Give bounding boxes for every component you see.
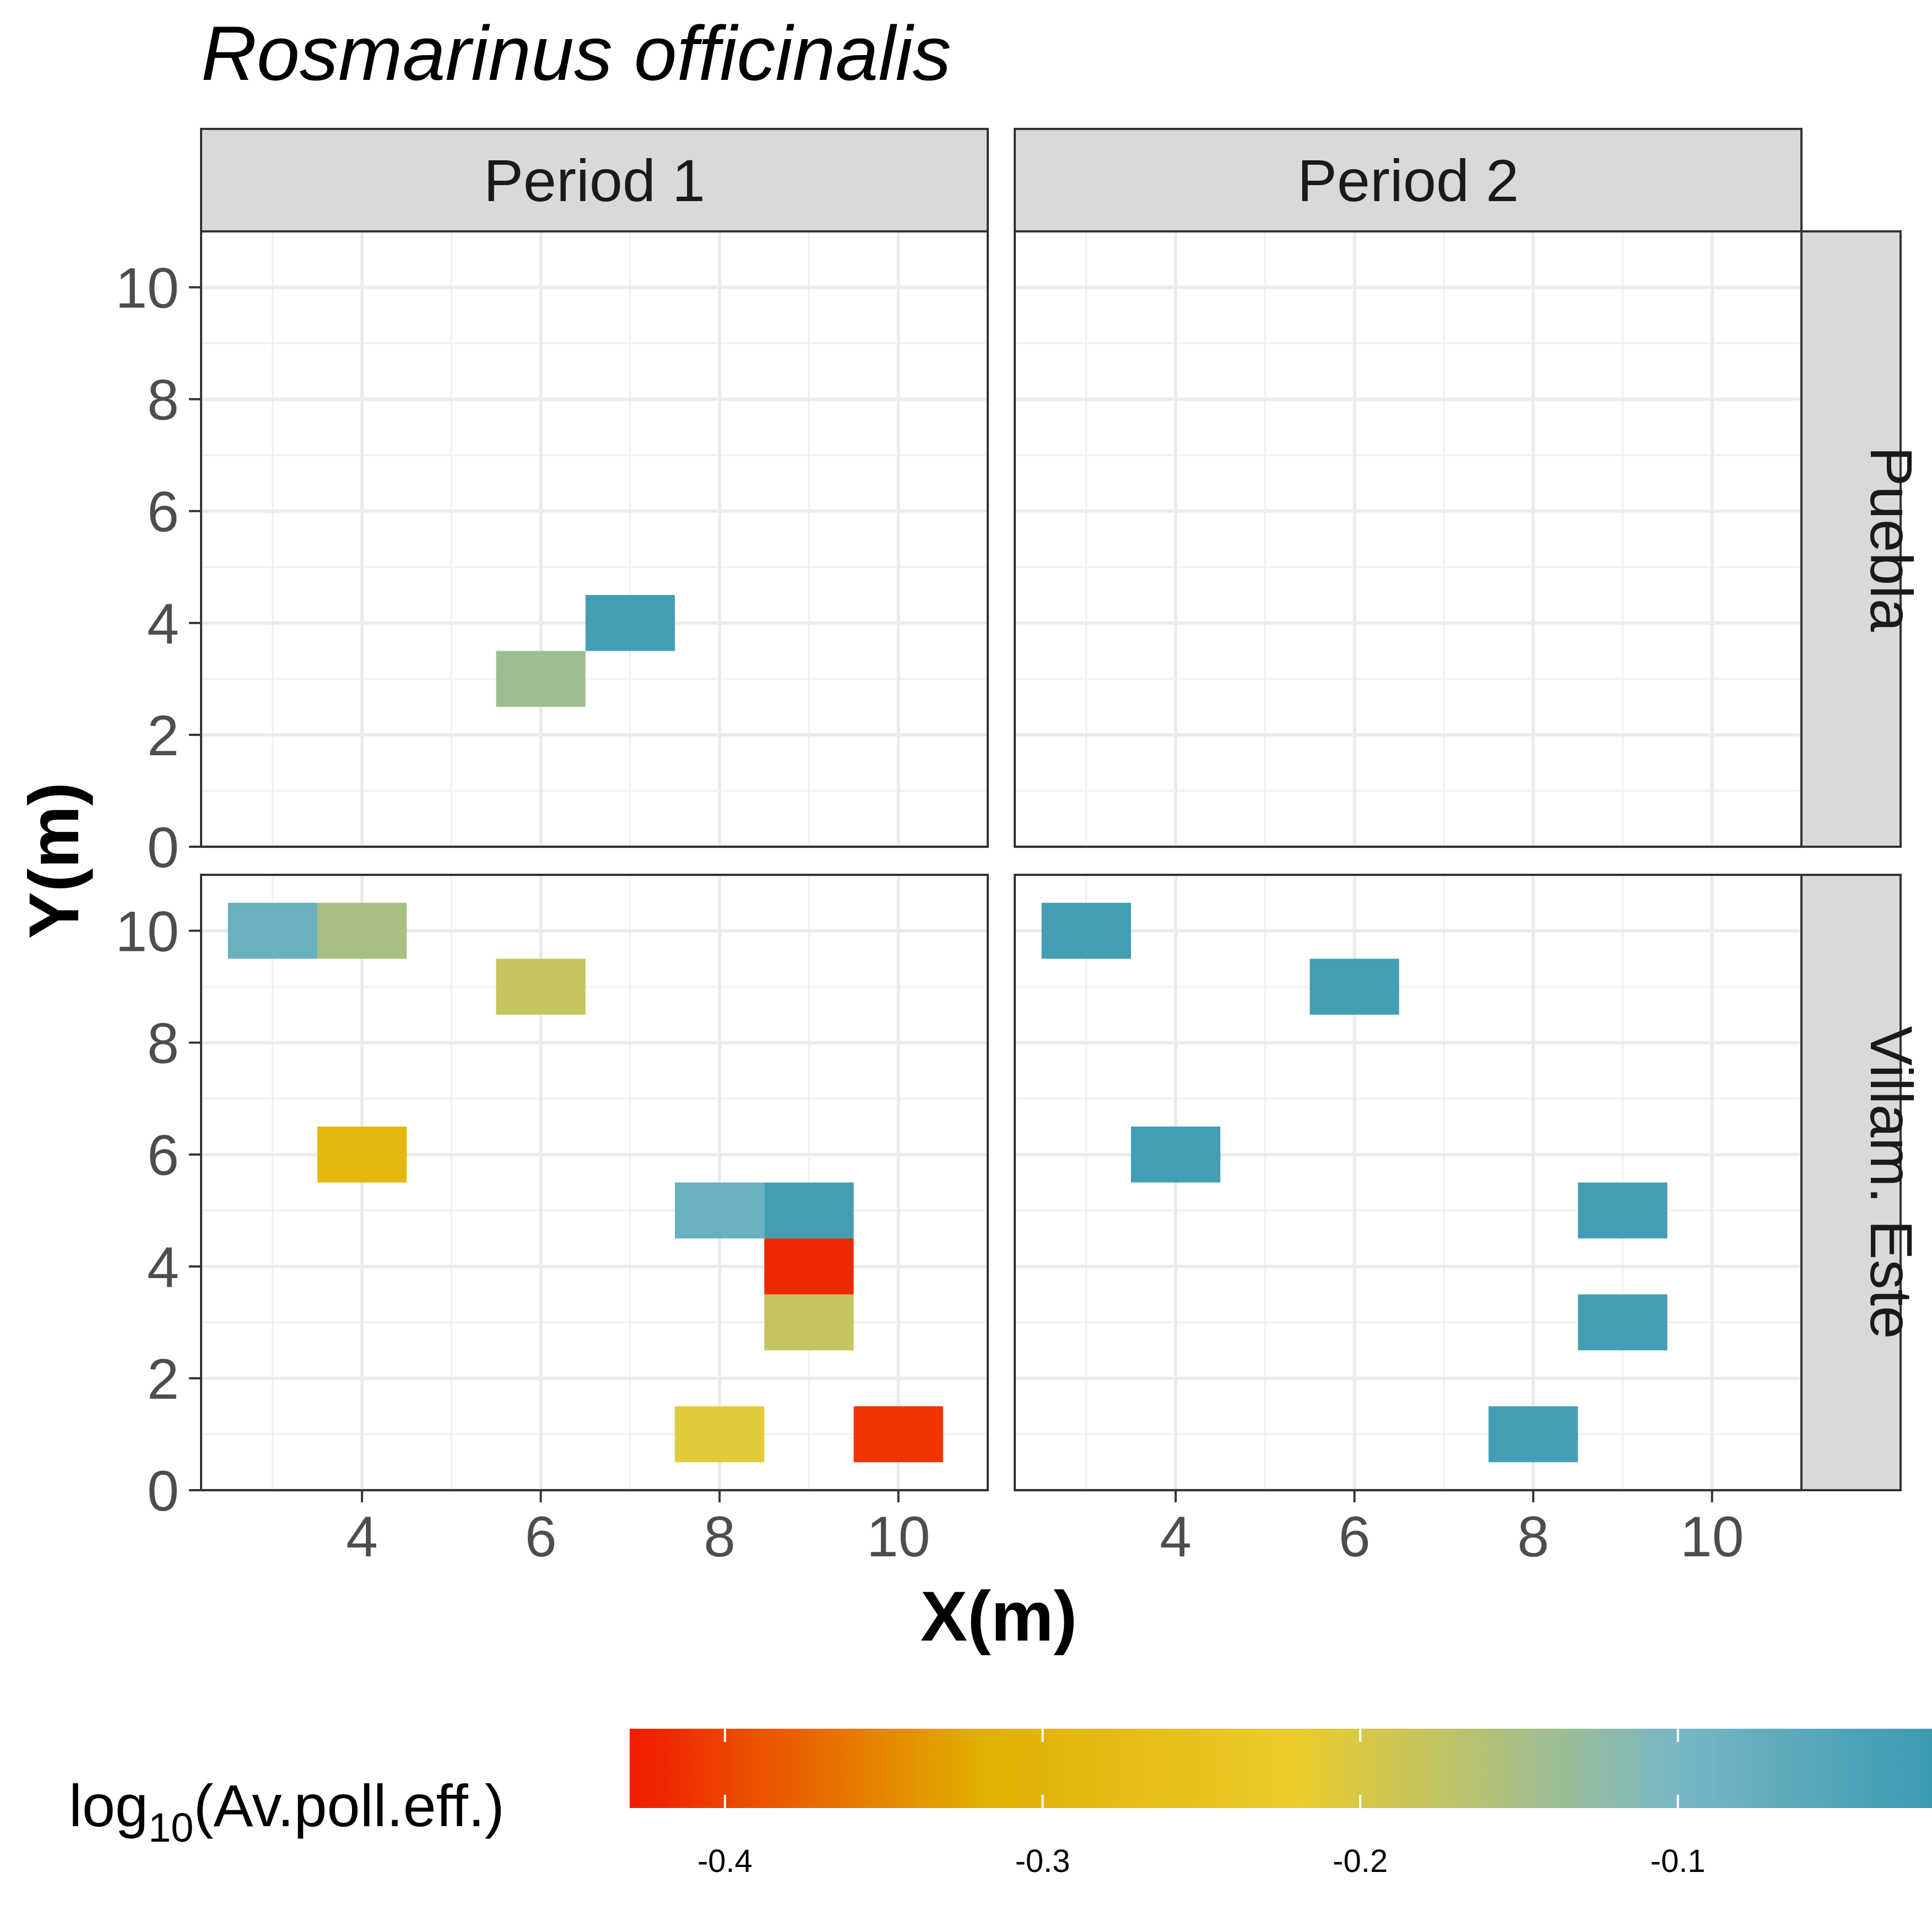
heatmap-tile <box>585 595 675 651</box>
legend-title-rest: (Av.poll.eff.) <box>193 1772 504 1839</box>
colorbar <box>630 1729 1932 1808</box>
x-axis-title: X(m) <box>921 1577 1077 1656</box>
heatmap-tile <box>764 1182 854 1239</box>
y-tick-label: 0 <box>147 1459 179 1523</box>
colorbar-tick-label: -0.3 <box>1015 1843 1070 1879</box>
y-tick-label: 6 <box>147 480 179 544</box>
panel-border <box>200 874 989 1491</box>
x-tick-label: 4 <box>1160 1505 1192 1569</box>
x-tick-label: 8 <box>703 1505 735 1569</box>
facet-strip-col-label: Period 2 <box>1297 147 1519 214</box>
heatmap-tile <box>764 1294 854 1351</box>
y-tick-label: 4 <box>147 1236 179 1300</box>
heatmap-tile <box>228 902 317 959</box>
colorbar-tick-label: -0.2 <box>1333 1843 1388 1879</box>
y-tick-label: 4 <box>147 592 179 656</box>
heatmap-tile <box>1489 1406 1578 1463</box>
x-tick-label: 10 <box>867 1505 930 1569</box>
heatmap-tile <box>317 1126 407 1183</box>
facet-strip-row-2 <box>1800 874 1902 1491</box>
legend-title: log10(Av.poll.eff.) <box>69 1772 505 1850</box>
heatmap-tile <box>675 1182 765 1239</box>
y-tick-label: 0 <box>147 816 179 880</box>
colorbar-legend: log10(Av.poll.eff.) -0.4 -0.3 -0.2 -0.1 <box>69 1729 1932 1879</box>
panel-background <box>201 231 988 847</box>
panel-border <box>1014 230 1803 848</box>
heatmap-tile <box>1130 1126 1221 1183</box>
panel-1-2: 0 2 4 6 8 10 4 6 8 10 <box>115 874 989 1569</box>
panel-background <box>1015 231 1801 847</box>
y-axis-title: Y(m) <box>15 782 94 939</box>
heatmap-tile <box>496 651 586 707</box>
heatmap-tile <box>1578 1182 1668 1239</box>
heatmap-tile <box>317 902 407 959</box>
y-tick-label: 6 <box>147 1124 179 1188</box>
colorbar-tick-label: -0.4 <box>697 1843 753 1879</box>
y-tick-label: 2 <box>147 704 179 768</box>
legend-title-log: log <box>69 1772 148 1839</box>
heatmap-tile <box>764 1238 854 1295</box>
heatmap-tile <box>496 959 586 1015</box>
facet-strip-row-label: Villam. Este <box>1858 1026 1925 1339</box>
x-tick-label: 4 <box>346 1505 378 1569</box>
heatmap-tile <box>853 1406 943 1463</box>
heatmap-tile <box>1578 1294 1668 1351</box>
heatmap-tile <box>1041 902 1131 959</box>
heatmap-tile <box>1309 959 1399 1015</box>
panel-border <box>200 230 989 848</box>
y-tick-label: 8 <box>147 369 179 432</box>
panel-2-1 <box>1014 230 1803 848</box>
y-tick-label: 10 <box>115 257 179 321</box>
panel-2-2: 4 6 8 10 <box>1014 874 1803 1569</box>
y-tick-label: 2 <box>147 1347 179 1411</box>
legend-title-base: 10 <box>148 1805 193 1850</box>
panel-border <box>1014 874 1803 1491</box>
facet-strip-col-label: Period 1 <box>484 147 705 214</box>
x-tick-label: 8 <box>1517 1505 1549 1569</box>
plot-title: Rosmarinus officinalis <box>201 10 951 96</box>
facet-strip-col-1 <box>200 128 989 232</box>
colorbar-ticks: -0.4 -0.3 -0.2 -0.1 <box>697 1729 1706 1879</box>
x-tick-label: 10 <box>1680 1505 1744 1569</box>
facet-panels: Period 1 Period 2 Puebla Villam. Este 0 2 4 6 8 1… <box>115 128 1925 1569</box>
y-tick-label: 10 <box>115 900 179 964</box>
x-tick-label: 6 <box>525 1505 557 1569</box>
facet-strip-row-label: Puebla <box>1858 446 1925 632</box>
heatmap-tile <box>675 1406 765 1463</box>
colorbar-tick-label: -0.1 <box>1650 1843 1706 1879</box>
y-tick-label: 8 <box>147 1012 179 1076</box>
facet-strip-col-2 <box>1014 128 1803 232</box>
x-tick-label: 6 <box>1339 1505 1371 1569</box>
facet-strip-row-1 <box>1800 230 1902 848</box>
panel-1-1: 0 2 4 6 8 10 <box>115 230 989 880</box>
